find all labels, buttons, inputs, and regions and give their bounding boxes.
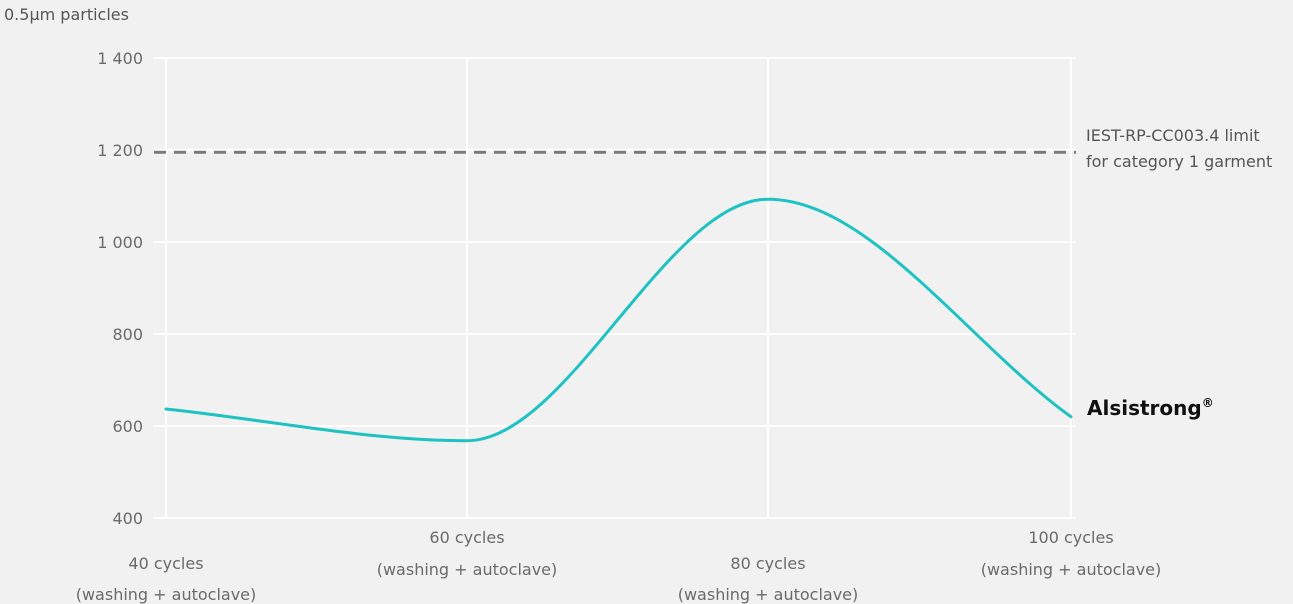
registered-mark: ® bbox=[1202, 396, 1214, 410]
label-layer: 400 600 800 1 000 1 200 1 400 40 cycles (washin… bbox=[76, 49, 1214, 604]
x-tick-label: 40 cycles bbox=[128, 554, 203, 573]
series-line bbox=[164, 197, 1073, 443]
series-label: Alsistrong® bbox=[1087, 396, 1214, 420]
reference-layer: IEST-RP-CC003.4 limit for category 1 garm… bbox=[154, 126, 1272, 171]
x-tick-sublabel: (washing + autoclave) bbox=[981, 560, 1162, 579]
y-tick-label: 800 bbox=[112, 325, 143, 344]
series-layer bbox=[164, 197, 1073, 443]
y-tick-label: 600 bbox=[112, 417, 143, 436]
grid-layer bbox=[154, 57, 1076, 519]
y-tick-label: 1 400 bbox=[97, 49, 143, 68]
y-tick-label: 400 bbox=[112, 509, 143, 528]
x-tick-label: 100 cycles bbox=[1028, 528, 1113, 547]
x-tick-label: 60 cycles bbox=[429, 528, 504, 547]
x-tick-sublabel: (washing + autoclave) bbox=[377, 560, 558, 579]
y-axis-title: 0.5µm particles bbox=[4, 5, 129, 24]
x-tick-label: 80 cycles bbox=[730, 554, 805, 573]
x-tick-sublabel: (washing + autoclave) bbox=[76, 585, 257, 604]
limit-label: IEST-RP-CC003.4 limit bbox=[1086, 126, 1260, 145]
plot-area bbox=[154, 58, 1076, 518]
x-tick-sublabel: (washing + autoclave) bbox=[678, 585, 859, 604]
y-tick-label: 1 000 bbox=[97, 233, 143, 252]
y-tick-label: 1 200 bbox=[97, 141, 143, 160]
limit-label: for category 1 garment bbox=[1086, 152, 1272, 171]
